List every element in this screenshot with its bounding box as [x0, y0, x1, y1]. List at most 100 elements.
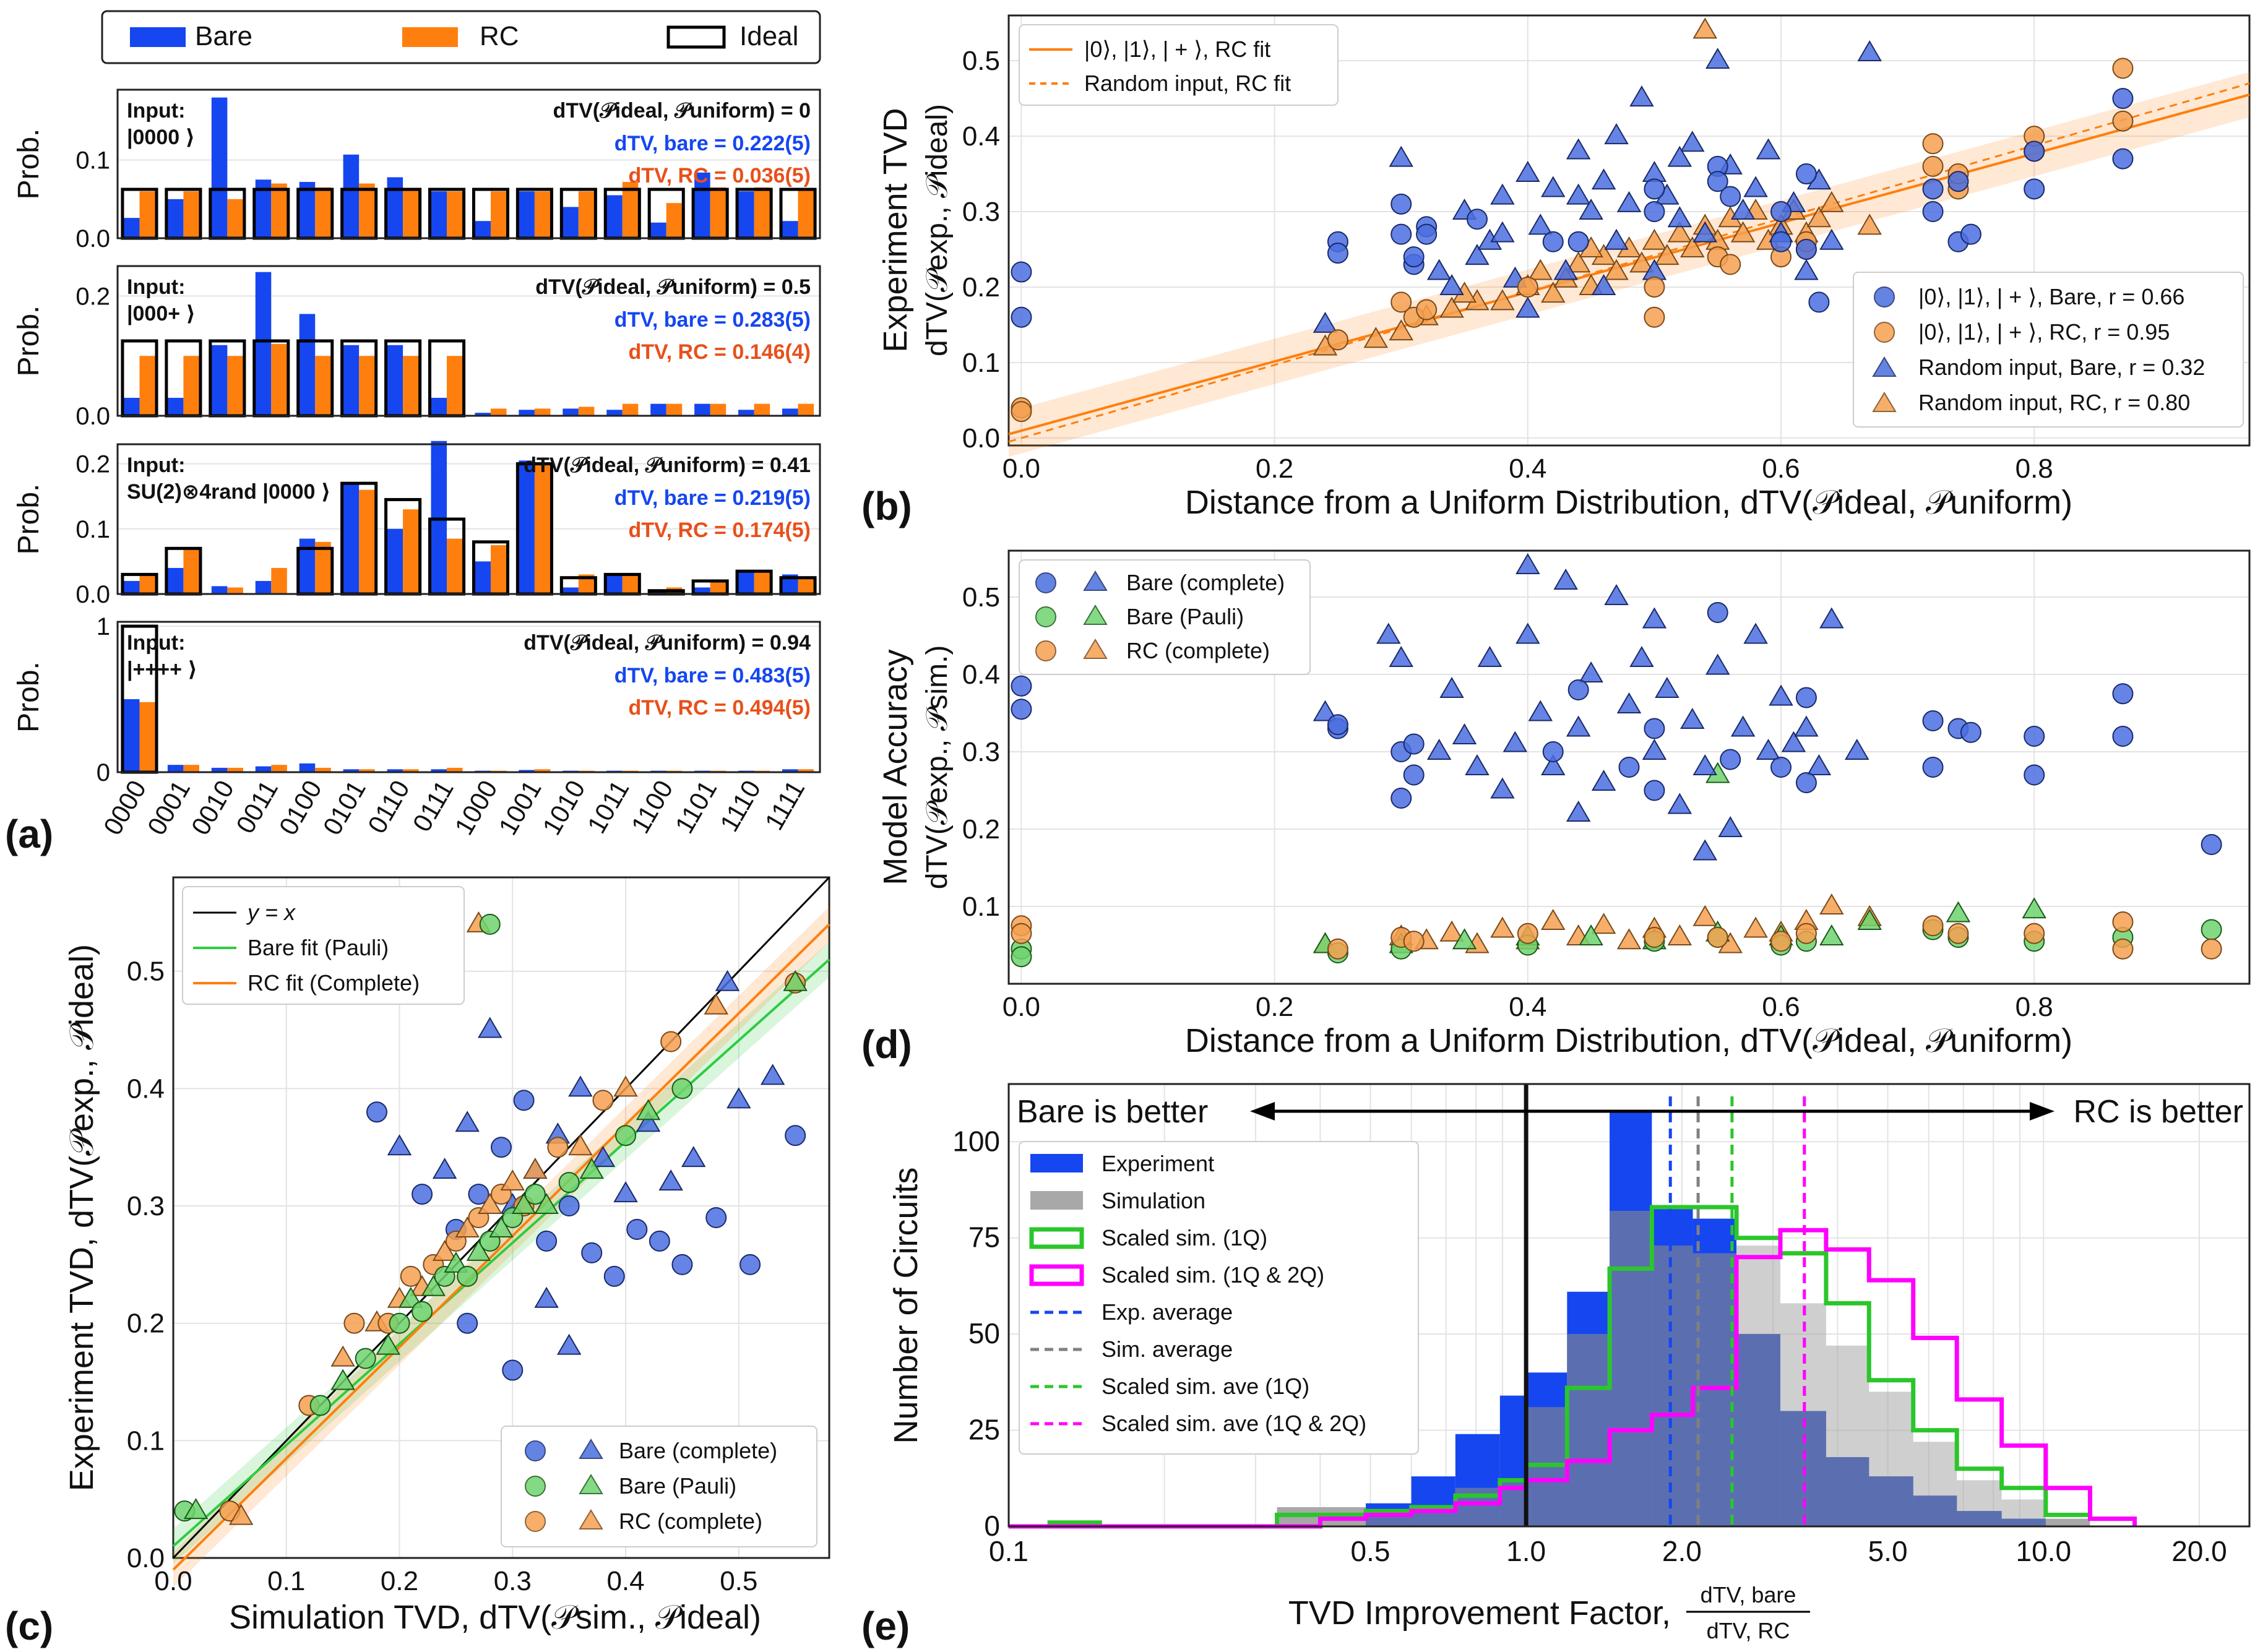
b-point-random-bare — [1490, 183, 1515, 205]
arrow-left-label: Bare is better — [1017, 1094, 1208, 1130]
a-subplot-frame — [116, 443, 821, 595]
c-point-bare-pauli — [412, 1301, 433, 1322]
bar-rc-1100 — [666, 203, 683, 238]
d-point-bare-tri — [1642, 607, 1667, 629]
bar-rc-1100 — [666, 403, 683, 416]
bar-bare-1000 — [475, 413, 491, 416]
bar-rc-0100 — [315, 541, 331, 594]
d-point-pauli-tri — [1946, 901, 1971, 923]
b-point-random-bare — [1756, 138, 1781, 160]
bar-rc-0011 — [271, 765, 287, 772]
b-point-random-rc — [1566, 251, 1591, 273]
bar-rc-0000 — [139, 356, 156, 416]
a-dtv-rc: dTV, RC = 0.036(5) — [629, 164, 811, 187]
b-point-basis-bare — [1770, 231, 1792, 252]
bar-rc-1000 — [490, 408, 507, 416]
b-ytick-label: 0.3 — [962, 197, 1000, 227]
bar-rc-1110 — [754, 187, 770, 238]
c-ytick-label: 0.2 — [127, 1309, 165, 1339]
bar-rc-1010 — [578, 191, 595, 238]
d-point-rc-tri — [1667, 924, 1692, 945]
c-point-bare-complete — [412, 1184, 433, 1205]
a-input-line1: Input: — [127, 631, 185, 655]
bar-rc-0110 — [403, 769, 419, 772]
b-point-basis-bare — [1542, 231, 1564, 252]
b-point-basis-bare — [1391, 193, 1412, 215]
bar-bare-1000 — [475, 561, 491, 594]
e-xtick-label: 1.0 — [1506, 1535, 1546, 1567]
c-xtick-label: 0.2 — [381, 1566, 418, 1596]
b-point-basis-bare — [1707, 171, 1728, 192]
b-point-basis-bare — [1795, 163, 1817, 185]
bar-rc-0001 — [183, 765, 199, 772]
d-point-bare-circle — [2024, 764, 2045, 786]
c-point-rc-complete — [228, 1504, 254, 1525]
a-dtv-ideal: dTV(𝒫ideal, 𝒫uniform) = 0.41 — [524, 454, 811, 477]
c-point-rc-complete — [660, 1031, 682, 1052]
b-point-basis-bare — [1416, 223, 1438, 245]
a-xtick-0100: 0100 — [274, 775, 327, 840]
c-point-bare-complete — [468, 1184, 489, 1205]
panel-c-tag: (c) — [5, 1604, 53, 1648]
bar-rc-1001 — [534, 769, 551, 772]
e-ytick-label: 75 — [968, 1221, 1000, 1254]
e-bar-overlap — [1913, 1495, 1957, 1526]
c-point-bare-complete — [681, 1146, 706, 1168]
bar-rc-0001 — [183, 356, 199, 416]
b-point-random-bare — [1465, 244, 1490, 265]
bar-bare-1110 — [738, 571, 754, 594]
c-point-bare-pauli — [579, 1158, 604, 1179]
b-point-random-bare — [1566, 138, 1591, 160]
bar-rc-1111 — [798, 769, 814, 772]
bar-rc-0100 — [315, 356, 331, 416]
a-subplot-frame — [116, 621, 821, 773]
c-point-rc-complete — [547, 1137, 569, 1158]
bar-bare-1101 — [694, 587, 710, 594]
bar-rc-1111 — [798, 403, 814, 416]
a-xtick-1110: 1110 — [714, 775, 766, 837]
a-ytick-label: 0.1 — [75, 516, 110, 543]
e-bar-overlap — [1957, 1511, 2002, 1526]
d-point-bare-tri — [1616, 692, 1642, 713]
c-ytick-label: 0.1 — [127, 1426, 165, 1456]
a-input-line2: |000+ ⟩ — [127, 302, 196, 325]
c-xtick-label: 0.1 — [267, 1566, 305, 1596]
b-point-basis-rc — [2112, 58, 2134, 79]
bar-rc-0011 — [271, 343, 287, 416]
bar-rc-0000 — [139, 702, 156, 772]
panel-c-marker-legend: Bare (complete) Bare (Pauli) RC (complet… — [501, 1426, 817, 1547]
bar-rc-1010 — [578, 407, 595, 416]
d-point-bare-tri — [1516, 622, 1540, 644]
bar-rc-0110 — [403, 356, 419, 416]
d-point-bare-tri — [1426, 739, 1452, 760]
e-bar-overlap — [2001, 1518, 2046, 1526]
d-point-bare-tri — [1465, 754, 1490, 775]
bar-bare-0010 — [211, 345, 228, 416]
c-point-bare-complete — [636, 1111, 661, 1132]
bar-rc-0101 — [359, 489, 375, 594]
bar-rc-0011 — [271, 183, 287, 238]
c-point-bare-complete — [432, 1158, 457, 1179]
subplot-0: 0.0 0.1 Input: |0000 ⟩ dTV(𝒫ideal, 𝒫uniform)… — [12, 88, 821, 252]
bar-rc-1001 — [534, 408, 551, 416]
d-xtick-label: 0.2 — [1256, 992, 1293, 1022]
b-point-random-bare — [1389, 145, 1413, 167]
bar-rc-0101 — [359, 769, 375, 772]
b-point-random-bare — [1439, 273, 1464, 295]
panel-a-xticks: 0000000100100011010001010110011110001001… — [98, 775, 810, 840]
d-point-rc-circle — [2024, 923, 2045, 944]
b-point-basis-rc — [1327, 329, 1348, 351]
d-point-bare-circle — [1644, 780, 1665, 801]
b-point-random-bare — [1705, 48, 1730, 69]
bar-rc-1011 — [622, 182, 639, 238]
e-ytick-label: 0 — [984, 1510, 1000, 1542]
b-ytick-label: 0.5 — [962, 46, 1000, 76]
d-point-rc-tri — [1591, 913, 1616, 934]
a-dtv-rc: dTV, RC = 0.146(4) — [629, 340, 811, 364]
bar-rc-0000 — [139, 574, 156, 594]
b-point-random-rc — [1655, 244, 1679, 265]
c-xtick-label: 0.5 — [720, 1566, 757, 1596]
c-point-bare-pauli — [444, 1251, 468, 1273]
b-legend-marker-3: Random input, RC, r = 0.80 — [1918, 390, 2190, 415]
